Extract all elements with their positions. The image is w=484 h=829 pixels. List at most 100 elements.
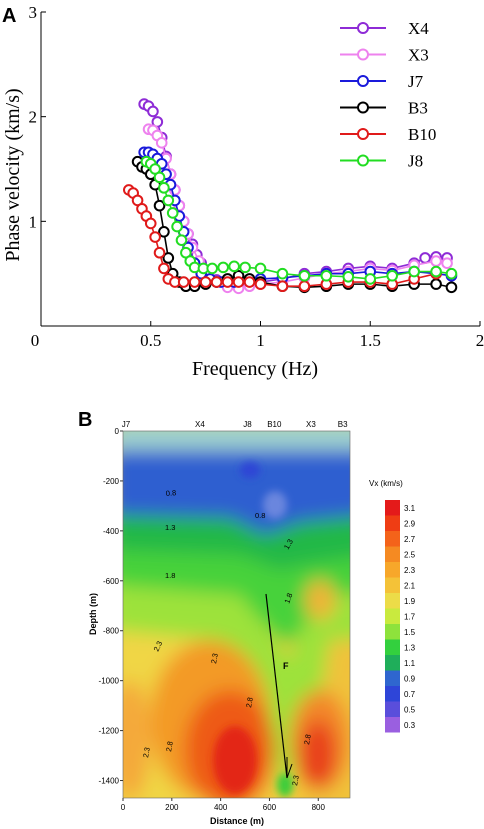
contour-label: 1.8 [165, 571, 175, 580]
station-labels: J7 X4 J8 B10 X3 B3 [122, 420, 348, 429]
panel-a-letter: A [2, 5, 16, 27]
data-point [162, 194, 175, 207]
data-point [153, 199, 166, 212]
x-tick-label: 0 [31, 331, 40, 350]
fault-line [265, 593, 288, 779]
b-y-tick-label: -200 [103, 477, 120, 486]
colorbar: Vx (km/s) 3.1 2.9 2.7 2.5 2.3 2.1 1.9 1.7 1.5 1.3 1… [369, 479, 416, 733]
legend-item-j8: J8 [340, 152, 423, 171]
panel-a-legend: X4 X3 J7 B3 B10 J8 [340, 19, 436, 171]
colorbar-swatch [385, 515, 400, 531]
data-point [342, 271, 355, 283]
data-point [153, 171, 166, 184]
data-point [430, 278, 442, 290]
colorbar-swatch [385, 562, 400, 578]
legend-swatch-marker [357, 154, 369, 167]
data-point [217, 261, 229, 274]
b-x-tick-label: 0 [121, 803, 126, 812]
data-point [441, 257, 453, 270]
data-point [177, 276, 190, 288]
velocity-section [123, 431, 350, 798]
contour-label: 2.8 [302, 734, 313, 746]
colorbar-swatch [385, 546, 400, 562]
data-point [386, 269, 399, 282]
legend-label: X4 [408, 19, 429, 38]
colorbar-label: 2.3 [404, 566, 416, 575]
colorbar-label: 0.5 [404, 706, 416, 715]
contour-label: 2.3 [152, 640, 165, 653]
b-x-tick-label: 200 [165, 803, 179, 812]
data-point [153, 246, 166, 259]
legend-item-x4: X4 [340, 19, 429, 38]
data-point [364, 273, 377, 285]
data-point [144, 217, 157, 230]
contour-label: 0.8 [255, 511, 265, 520]
data-point [158, 262, 170, 275]
legend-label: B10 [408, 125, 436, 144]
colorbar-swatch [385, 608, 400, 624]
legend-swatch-marker [357, 101, 369, 114]
legend-label: X3 [408, 46, 429, 65]
contour-label: 2.3 [290, 775, 301, 787]
data-point [408, 265, 420, 278]
colorbar-label: 1.7 [404, 613, 416, 622]
legend-swatch-marker [357, 128, 369, 140]
contour-label: 1.3 [165, 523, 175, 532]
x-tick-label: 2 [476, 331, 484, 350]
colorbar-swatch [385, 639, 400, 655]
colorbar-label: 1.9 [404, 597, 416, 606]
b-x-tick-label: 600 [263, 803, 277, 812]
data-point [445, 267, 458, 280]
colorbar-swatch [385, 577, 400, 593]
data-point [298, 269, 311, 282]
station-label-b10: B10 [267, 420, 282, 429]
colorbar-label: 0.7 [404, 690, 416, 699]
b-y-tick-label: 0 [115, 427, 120, 436]
data-point [254, 262, 267, 275]
legend-item-j7: J7 [340, 72, 424, 91]
b-y-tick-label: -1000 [99, 677, 120, 686]
data-point [199, 276, 212, 288]
series-b10 [123, 184, 442, 293]
colorbar-label: 1.3 [404, 644, 416, 653]
x-tick-label: 0.5 [140, 331, 161, 350]
legend-item-b3: B3 [340, 99, 428, 118]
b-x-tick-label: 400 [214, 803, 228, 812]
data-point [320, 269, 333, 282]
colorbar-swatch [385, 624, 400, 640]
colorbar-swatch [385, 686, 400, 702]
data-point [276, 280, 289, 293]
data-point [155, 137, 168, 149]
colorbar-label: 1.5 [404, 628, 416, 637]
data-point [210, 276, 223, 288]
b-y-tick-label: -1200 [99, 727, 120, 736]
colorbar-label: 1.1 [404, 659, 416, 668]
data-point [239, 261, 251, 274]
series-j8 [140, 155, 458, 285]
b-x-tick-label: 800 [312, 803, 326, 812]
contour-label: 2.8 [244, 697, 255, 709]
data-point [276, 267, 289, 280]
data-point [228, 260, 240, 273]
data-point [175, 234, 188, 246]
b-x-axis-label: Distance (m) [210, 816, 264, 826]
data-point [419, 252, 431, 264]
colorbar-swatch [385, 701, 400, 717]
data-point [149, 231, 161, 243]
y-tick-label: 3 [29, 3, 38, 22]
station-label-b3: B3 [338, 420, 348, 429]
legend-label: J7 [408, 72, 424, 91]
colorbar-label: 2.1 [404, 582, 416, 591]
contour-label: 2.3 [209, 653, 220, 665]
station-label-x4: X4 [195, 420, 205, 429]
fault-label: F [283, 661, 289, 671]
colorbar-label: 0.3 [404, 721, 416, 730]
contour-label: 1.8 [282, 592, 294, 605]
data-point [188, 276, 201, 288]
legend-item-x3: X3 [340, 46, 429, 65]
data-point [221, 276, 234, 288]
colorbar-label: 2.7 [404, 535, 416, 544]
y-axis-label: Phase velocity (km/s) [2, 88, 24, 261]
data-point [206, 262, 219, 275]
legend-swatch-marker [357, 48, 369, 61]
